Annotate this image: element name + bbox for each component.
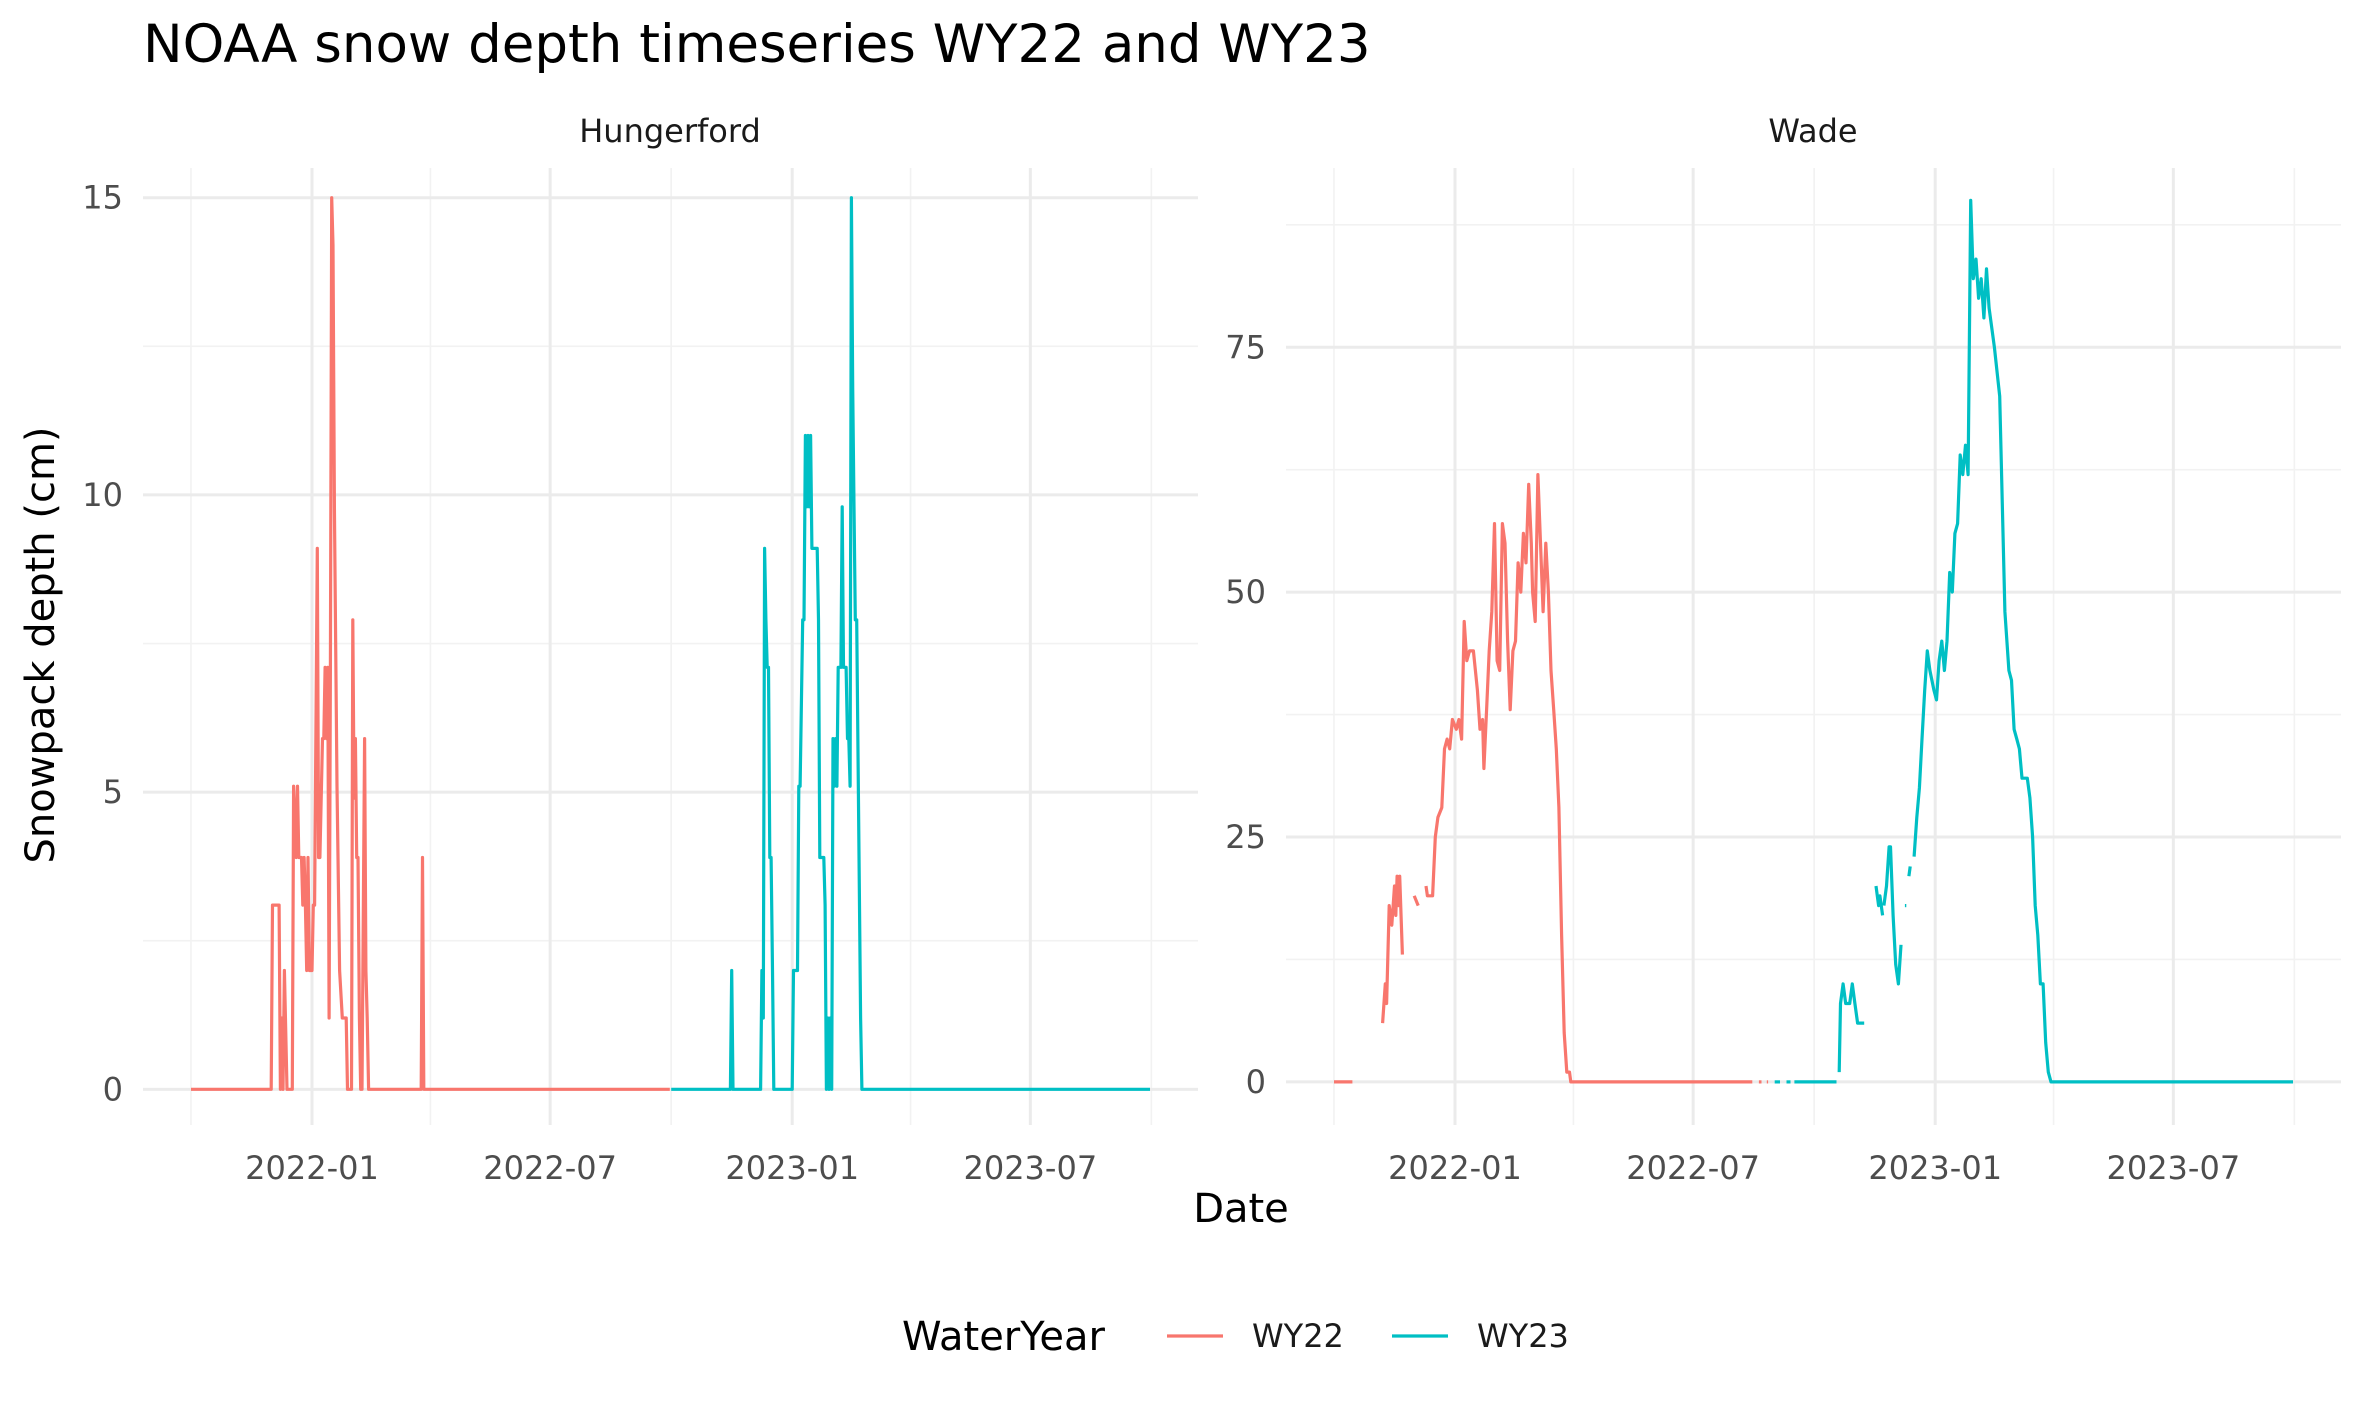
x-tick-label-hungerford: 2022-07 — [483, 1149, 617, 1187]
legend-label-wy23: WY23 — [1477, 1317, 1569, 1355]
series-line-wade-wy23 — [1882, 845, 1903, 986]
series-hungerford — [191, 196, 1150, 1091]
x-tick-label-wade: 2023-01 — [1868, 1149, 2002, 1187]
x-tick-label-wade: 2022-01 — [1388, 1149, 1522, 1187]
y-axis-title: Snowpack depth (cm) — [18, 426, 64, 863]
series-line-hungerford-wy23 — [671, 196, 1150, 1091]
y-tick-label-hungerford: 10 — [82, 476, 123, 514]
panel-title-wade: Wade — [1768, 112, 1857, 150]
series-line-wade-wy22 — [1424, 473, 1753, 1084]
series-line-wade-wy23 — [1837, 982, 1865, 1073]
x-ticks-wade: 2022-01 2022-07 2023-01 2023-07 — [1388, 1149, 2240, 1187]
panel-title-hungerford: Hungerford — [579, 112, 761, 150]
x-ticks-hungerford: 2022-01 2022-07 2023-01 2023-07 — [245, 1149, 1097, 1187]
y-ticks-hungerford: 0 5 10 15 — [82, 179, 123, 1109]
y-tick-label-wade: 75 — [1225, 328, 1266, 366]
series-line-wade-wy23 — [1874, 885, 1885, 916]
panel-wade: Wade 0 25 50 75 2022-01 2022-07 2023-01 2023-0… — [1225, 112, 2341, 1187]
y-tick-label-hungerford: 15 — [82, 179, 123, 217]
series-wade — [1334, 198, 2293, 1084]
y-tick-label-hungerford: 5 — [103, 773, 123, 811]
grid-minor-wade — [1286, 168, 2341, 1125]
series-line-wade-wy23 — [1907, 866, 1912, 877]
x-tick-label-wade: 2022-07 — [1626, 1149, 1760, 1187]
legend-title: WaterYear — [902, 1314, 1105, 1360]
legend-label-wy22: WY22 — [1252, 1317, 1344, 1355]
x-tick-label-wade: 2023-07 — [2106, 1149, 2240, 1187]
chart-title: NOAA snow depth timeseries WY22 and WY23 — [143, 14, 1371, 75]
y-tick-label-hungerford: 0 — [103, 1070, 123, 1108]
series-line-wade-wy22 — [1412, 895, 1420, 907]
series-line-wade-wy23 — [1912, 198, 2293, 1084]
grid-major-wade — [1286, 168, 2341, 1125]
y-tick-label-wade: 50 — [1225, 573, 1266, 611]
legend: WaterYear WY22 WY23 — [902, 1314, 1569, 1360]
grid-minor-hungerford — [143, 168, 1198, 1125]
y-ticks-wade: 0 25 50 75 — [1225, 328, 1266, 1101]
x-tick-label-hungerford: 2023-01 — [725, 1149, 859, 1187]
series-line-wade-wy22 — [1381, 874, 1404, 1024]
x-axis-title: Date — [1193, 1186, 1289, 1232]
series-line-hungerford-wy22 — [191, 196, 670, 1091]
x-tick-label-hungerford: 2023-07 — [963, 1149, 1097, 1187]
x-tick-label-hungerford: 2022-01 — [245, 1149, 379, 1187]
y-tick-label-wade: 25 — [1225, 818, 1266, 856]
y-tick-label-wade: 0 — [1246, 1063, 1266, 1101]
